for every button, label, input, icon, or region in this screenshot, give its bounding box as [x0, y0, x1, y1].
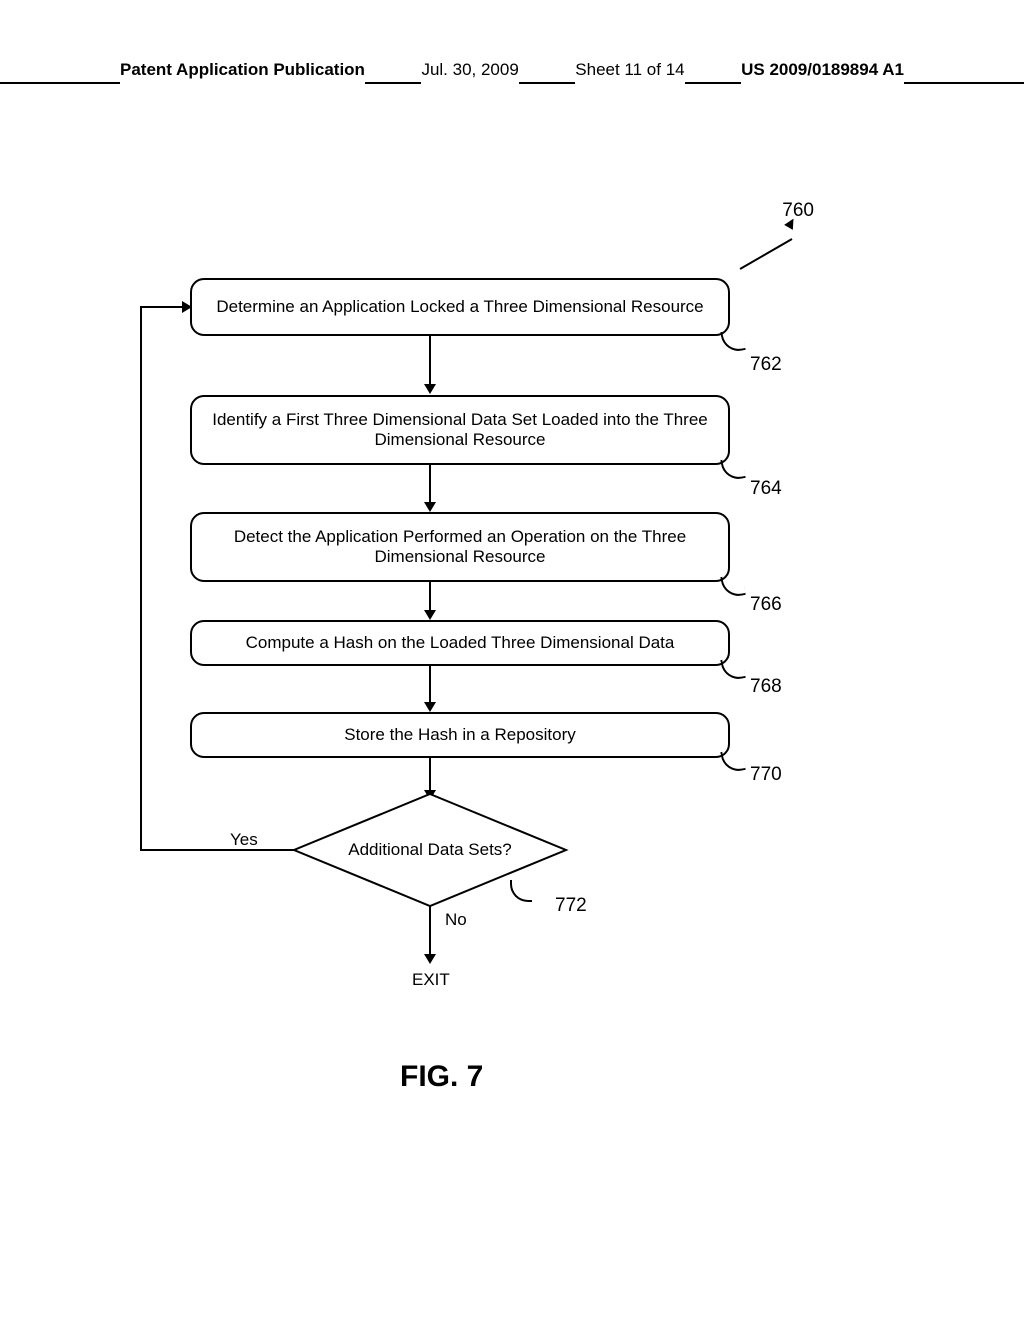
connector-yes-h2	[140, 306, 184, 308]
ref-curve-770	[720, 748, 745, 773]
page: Patent Application Publication Jul. 30, …	[0, 0, 1024, 1320]
ref-label-764: 764	[750, 478, 782, 500]
figure-caption: FIG. 7	[400, 1060, 483, 1094]
decision-no-label: No	[445, 910, 467, 930]
sheet-number: Sheet 11 of 14	[575, 60, 684, 84]
arrow-762-764-icon	[424, 384, 436, 394]
ref-curve-762	[720, 328, 745, 353]
publication-date: Jul. 30, 2009	[421, 60, 518, 84]
ref-curve-764	[720, 456, 745, 481]
ref-760-leader	[740, 238, 793, 270]
flow-step-770-text: Store the Hash in a Repository	[344, 725, 576, 745]
ref-label-770: 770	[750, 764, 782, 786]
connector-762-764	[429, 336, 431, 386]
ref-label-772: 772	[555, 895, 587, 917]
connector-764-766	[429, 465, 431, 505]
flow-step-766-text: Detect the Application Performed an Oper…	[208, 527, 712, 567]
flow-step-762-text: Determine an Application Locked a Three …	[216, 297, 703, 317]
flow-step-764-text: Identify a First Three Dimensional Data …	[208, 410, 712, 450]
arrow-yes-icon	[182, 301, 192, 313]
flow-step-768-text: Compute a Hash on the Loaded Three Dimen…	[246, 633, 675, 653]
connector-yes-h	[140, 849, 294, 851]
decision-772-content: Additional Data Sets?	[330, 800, 530, 900]
page-header: Patent Application Publication Jul. 30, …	[0, 82, 1024, 84]
flow-step-764: Identify a First Three Dimensional Data …	[190, 395, 730, 465]
arrow-766-768-icon	[424, 610, 436, 620]
flow-step-770: Store the Hash in a Repository	[190, 712, 730, 758]
flow-step-768: Compute a Hash on the Loaded Three Dimen…	[190, 620, 730, 666]
connector-768-770	[429, 666, 431, 704]
connector-no	[429, 906, 431, 956]
decision-772-text: Additional Data Sets?	[348, 840, 512, 860]
ref-label-762: 762	[750, 354, 782, 376]
publication-number: US 2009/0189894 A1	[741, 60, 904, 84]
arrow-no-icon	[424, 954, 436, 964]
exit-label: EXIT	[412, 970, 450, 990]
decision-yes-label: Yes	[230, 830, 258, 850]
connector-770-772	[429, 758, 431, 792]
publication-type: Patent Application Publication	[120, 60, 365, 84]
ref-curve-766	[720, 573, 745, 598]
ref-curve-768	[720, 656, 745, 681]
connector-yes-v	[140, 306, 142, 851]
flow-step-762: Determine an Application Locked a Three …	[190, 278, 730, 336]
ref-label-768: 768	[750, 676, 782, 698]
flow-step-766: Detect the Application Performed an Oper…	[190, 512, 730, 582]
connector-766-768	[429, 582, 431, 612]
arrow-768-770-icon	[424, 702, 436, 712]
arrow-764-766-icon	[424, 502, 436, 512]
ref-label-766: 766	[750, 594, 782, 616]
